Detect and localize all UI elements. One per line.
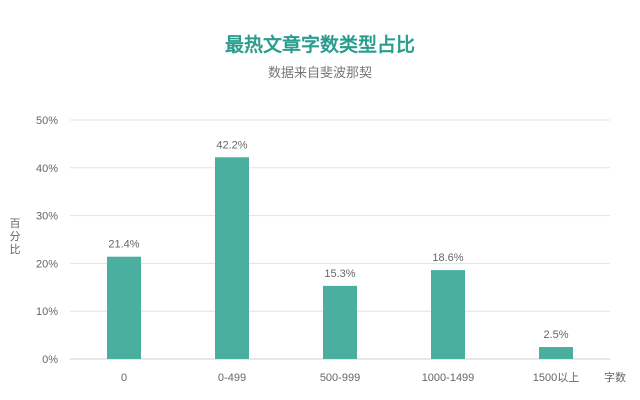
bar xyxy=(215,157,249,359)
data-label: 18.6% xyxy=(432,252,463,264)
bar xyxy=(431,270,465,359)
data-label: 2.5% xyxy=(543,329,568,341)
y-tick-label: 0% xyxy=(42,354,58,366)
chart-subtitle: 数据来自斐波那契 xyxy=(267,66,372,81)
y-axis-label: 百分比 xyxy=(9,217,21,256)
x-tick-label: 0-499 xyxy=(218,372,246,384)
chart-title: 最热文章字数类型占比 xyxy=(224,34,415,56)
x-tick-label: 1000-1499 xyxy=(422,372,475,384)
data-label: 42.2% xyxy=(216,139,247,151)
x-tick-label: 1500以上 xyxy=(533,371,579,384)
data-label: 21.4% xyxy=(108,239,139,251)
y-tick-label: 10% xyxy=(36,306,58,318)
bar xyxy=(323,285,357,359)
bar xyxy=(107,256,141,359)
data-label: 15.3% xyxy=(324,268,355,280)
y-tick-label: 30% xyxy=(36,211,58,223)
x-tick-label: 0 xyxy=(121,372,127,384)
x-tick-label: 500-999 xyxy=(320,372,360,384)
y-tick-label: 40% xyxy=(36,163,58,175)
y-tick-label: 20% xyxy=(36,258,58,270)
bar xyxy=(539,347,573,359)
x-axis-label: 字数 xyxy=(604,371,626,384)
y-tick-label: 50% xyxy=(36,115,58,127)
